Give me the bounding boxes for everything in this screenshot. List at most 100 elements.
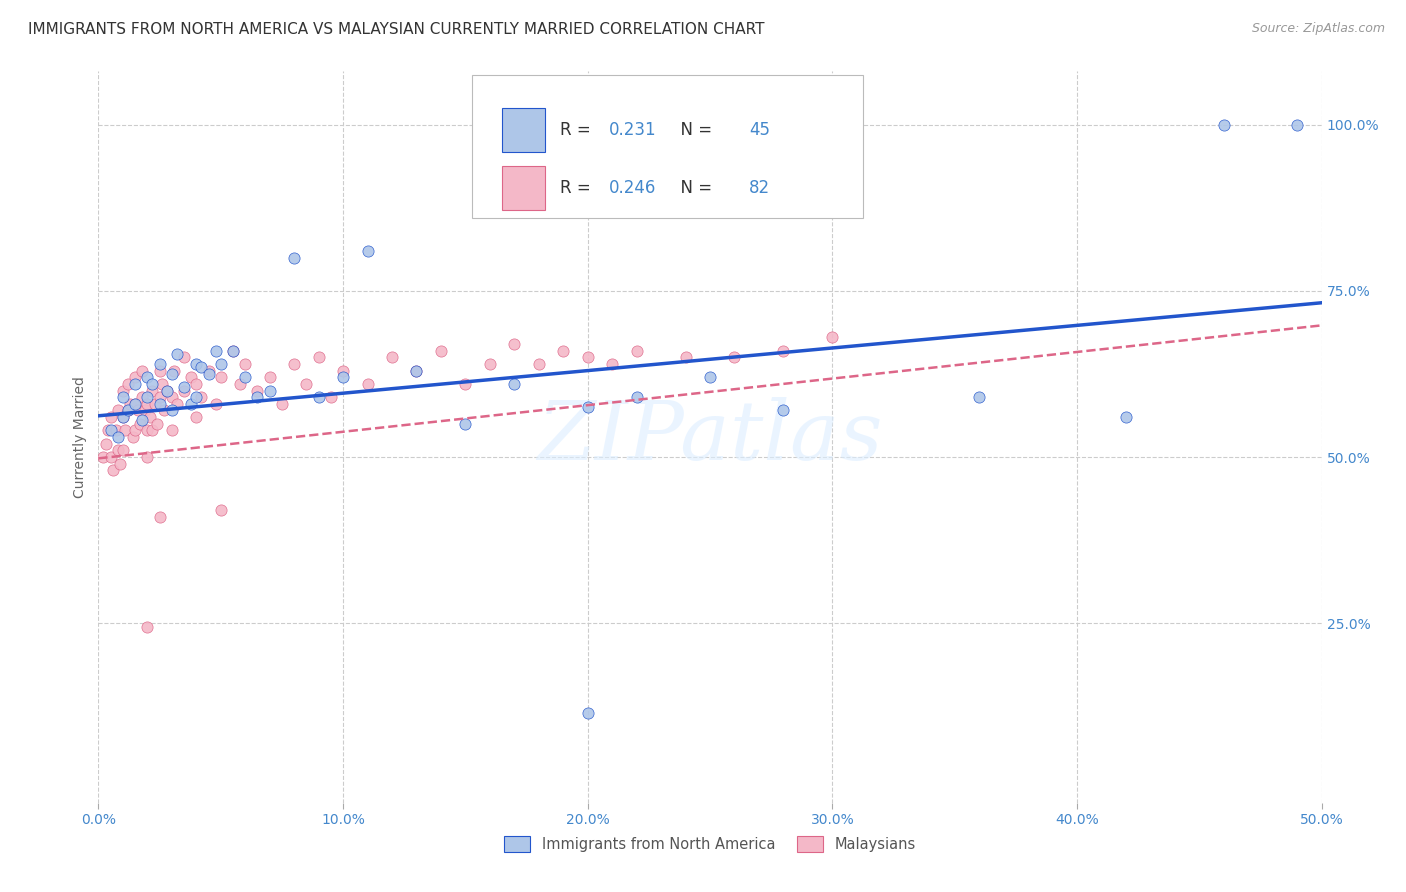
Point <box>173 380 195 394</box>
Point <box>100 410 122 425</box>
Point <box>124 397 146 411</box>
Point <box>209 357 232 371</box>
Point <box>136 390 159 404</box>
Point <box>153 403 176 417</box>
Point <box>197 363 219 377</box>
Point <box>173 384 195 398</box>
Point <box>233 357 256 371</box>
Point <box>259 370 281 384</box>
Point <box>821 330 844 344</box>
Point <box>576 400 599 414</box>
Point <box>139 410 162 425</box>
Point <box>129 417 152 431</box>
Text: Source: ZipAtlas.com: Source: ZipAtlas.com <box>1251 22 1385 36</box>
Point <box>699 370 721 384</box>
Point <box>270 397 294 411</box>
Point <box>246 384 269 398</box>
Point <box>136 619 159 633</box>
Point <box>332 363 354 377</box>
Point <box>117 403 139 417</box>
Point <box>111 410 134 425</box>
Point <box>136 370 159 384</box>
Point <box>186 390 208 404</box>
Point <box>121 430 143 444</box>
Point <box>205 397 228 411</box>
Text: IMMIGRANTS FROM NORTH AMERICA VS MALAYSIAN CURRENTLY MARRIED CORRELATION CHART: IMMIGRANTS FROM NORTH AMERICA VS MALAYSI… <box>28 22 765 37</box>
Point <box>141 384 163 398</box>
Point <box>124 370 146 384</box>
Point <box>527 357 550 371</box>
Point <box>319 390 342 404</box>
Point <box>222 343 245 358</box>
Point <box>186 357 208 371</box>
Point <box>197 367 219 381</box>
Point <box>131 413 153 427</box>
Point <box>1115 410 1137 425</box>
Point <box>209 503 232 517</box>
Point <box>94 436 117 450</box>
Point <box>308 351 330 365</box>
Point <box>100 450 122 464</box>
Point <box>149 363 172 377</box>
Text: R =: R = <box>560 121 596 139</box>
Point <box>160 424 183 438</box>
Point <box>160 390 183 404</box>
Point <box>233 370 256 384</box>
Point <box>136 424 159 438</box>
Point <box>131 390 153 404</box>
Text: R =: R = <box>560 179 596 197</box>
Point <box>101 463 124 477</box>
Text: N =: N = <box>669 179 717 197</box>
Point <box>104 424 127 438</box>
Point <box>259 384 281 398</box>
Point <box>405 363 427 377</box>
Point <box>1212 118 1234 132</box>
Point <box>1286 118 1309 132</box>
Point <box>186 410 208 425</box>
Point <box>332 370 354 384</box>
Point <box>180 370 202 384</box>
Point <box>149 509 172 524</box>
Point <box>100 424 122 438</box>
Point <box>190 390 212 404</box>
Point <box>626 343 648 358</box>
Point <box>107 430 129 444</box>
Point <box>127 403 149 417</box>
Point <box>160 403 183 417</box>
Point <box>156 384 179 398</box>
Point <box>405 363 427 377</box>
Point <box>149 397 172 411</box>
Point <box>190 360 212 375</box>
Point <box>229 376 252 391</box>
Point <box>143 397 166 411</box>
Point <box>772 343 794 358</box>
Point <box>553 343 575 358</box>
Point <box>209 370 232 384</box>
Legend: Immigrants from North America, Malaysians: Immigrants from North America, Malaysian… <box>498 830 922 858</box>
Point <box>111 384 134 398</box>
Point <box>111 410 134 425</box>
Point <box>283 357 305 371</box>
Point <box>97 424 120 438</box>
Point <box>149 390 172 404</box>
FancyBboxPatch shape <box>502 167 546 211</box>
Point <box>772 403 794 417</box>
Point <box>576 706 599 720</box>
Point <box>120 397 142 411</box>
Point <box>124 376 146 391</box>
Point <box>503 337 526 351</box>
Point <box>136 397 159 411</box>
Text: 82: 82 <box>749 179 770 197</box>
Point <box>173 351 195 365</box>
Point <box>967 390 990 404</box>
Point <box>166 347 188 361</box>
Point <box>124 424 146 438</box>
Point <box>117 376 139 391</box>
Point <box>166 397 188 411</box>
Point <box>131 363 153 377</box>
Point <box>160 367 183 381</box>
Point <box>163 363 186 377</box>
Point <box>111 443 134 458</box>
Point <box>205 343 228 358</box>
Point <box>146 417 169 431</box>
